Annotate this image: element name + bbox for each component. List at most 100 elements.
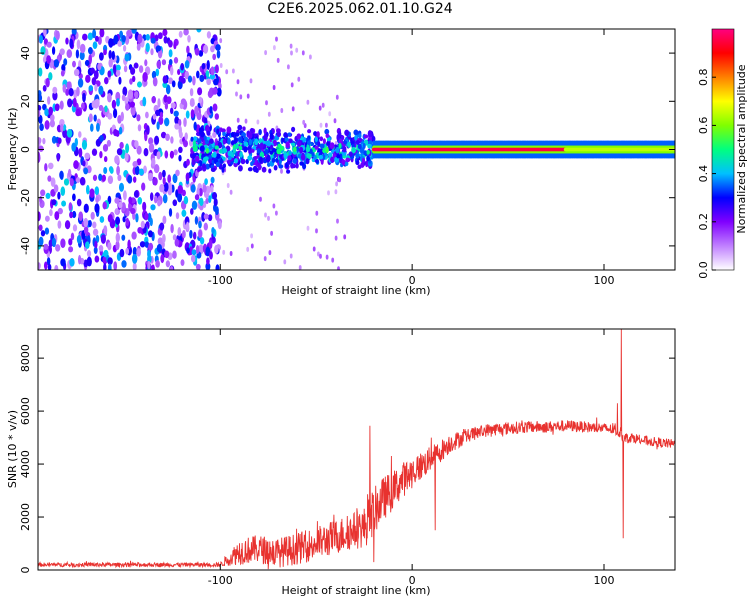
spectrogram-cell: [209, 138, 214, 144]
spectrogram-cell: [38, 114, 43, 124]
spectrogram-cell: [67, 168, 72, 178]
spectrogram-cell: [122, 190, 127, 201]
spectrogram-cell: [265, 100, 268, 106]
colorbar-tick: 0.0: [697, 261, 716, 279]
spectrogram-y-tick: -40: [19, 237, 675, 255]
spectrogram-cell: [186, 247, 190, 254]
spectrogram-cell: [204, 178, 208, 185]
spectrogram-cell: [205, 262, 211, 270]
spectrogram-cell: [161, 59, 167, 66]
spectrogram-cell: [210, 185, 214, 194]
spectrogram-cell: [51, 135, 57, 144]
spectrogram-cell: [196, 70, 200, 79]
spectrogram-cell: [162, 29, 168, 37]
spectrogram-cell: [107, 257, 113, 265]
spectrogram-cell: [151, 70, 157, 79]
spectrogram-cell: [125, 143, 130, 154]
spectrogram-cell: [169, 66, 174, 76]
spectrogram-cell: [165, 133, 170, 142]
spectrogram-cell: [329, 142, 335, 150]
spectrogram-cell: [199, 197, 204, 207]
spectrogram-cell: [215, 161, 221, 168]
spectrogram-cell: [365, 160, 369, 168]
spectrogram-cell: [134, 140, 139, 149]
spectrogram-cell: [88, 220, 92, 228]
spectrogram-cell: [84, 152, 90, 160]
spectrogram-cell: [38, 211, 41, 222]
spectrogram-cell: [51, 199, 57, 206]
spectrogram-cell: [209, 251, 213, 260]
spectrogram-cell: [201, 62, 206, 70]
spectrogram-cell: [156, 60, 161, 69]
spectrogram-cell: [162, 215, 167, 225]
spectrogram-cell: [345, 157, 351, 163]
spectrogram-cell: [152, 113, 157, 120]
spectrogram-cell: [317, 251, 320, 257]
spectrogram-cell: [172, 199, 178, 207]
spectrogram-cell: [317, 141, 321, 147]
spectrogram-cell: [60, 258, 66, 267]
spectrogram-cell: [190, 254, 196, 263]
snr-x-tick: 0: [409, 329, 416, 587]
spectrogram-cell: [222, 138, 227, 145]
spectrogram-cell: [196, 138, 202, 144]
spectrogram-cell: [136, 114, 141, 122]
spectrogram-cell: [185, 172, 190, 182]
spectrogram-cell: [49, 119, 55, 128]
spectrogram-cell: [107, 112, 113, 120]
spectrogram-cell: [59, 48, 65, 56]
spectrogram-cell: [111, 99, 117, 109]
spectrogram-cell: [254, 138, 259, 146]
spectrogram-cell: [348, 151, 353, 157]
spectrogram-cell: [38, 224, 43, 231]
spectrogram-cell: [169, 150, 174, 159]
spectrogram-cell: [68, 88, 74, 97]
spectrogram-cell: [53, 59, 60, 68]
spectrogram-cell: [203, 44, 209, 54]
spectrogram-cell: [51, 46, 56, 55]
spectrogram-cell: [39, 123, 44, 132]
spectrogram-cell: [142, 201, 147, 212]
spectrogram-cell: [276, 57, 280, 63]
spectrogram-cell: [230, 131, 235, 138]
spectrogram-y-ticks: -40 -20 0 20 40: [19, 46, 675, 255]
spectrogram-cell: [219, 158, 224, 164]
spectrogram-cell: [47, 263, 52, 270]
spectrogram-cell: [344, 129, 350, 136]
spectrogram-cell: [371, 135, 376, 142]
spectrogram-cell: [38, 104, 42, 112]
spectrogram-cell: [318, 154, 324, 160]
spectrogram-cell: [250, 243, 254, 249]
spectrogram-cell: [79, 43, 86, 54]
spectrogram-cell: [131, 29, 137, 34]
spectrogram-cell: [44, 108, 49, 117]
spectrogram-cell: [78, 211, 84, 222]
spectrogram-cell: [347, 141, 352, 149]
spectrogram-cell: [72, 60, 76, 68]
spectrogram-cell: [112, 64, 117, 74]
colorbar-tick-label: 0.2: [697, 213, 710, 231]
spectrogram-cell: [258, 156, 263, 164]
spectrogram-cell: [98, 85, 104, 96]
spectrogram-cell: [144, 241, 150, 248]
spectrogram-cell: [83, 217, 89, 228]
spectrogram-cell: [116, 165, 121, 176]
spectrogram-cell: [237, 165, 243, 172]
spectrogram-cell: [131, 231, 137, 240]
spectrogram-cell: [312, 246, 316, 252]
spectrogram-cell: [87, 47, 93, 55]
snr-y-tick: 4000: [19, 450, 675, 478]
spectrogram-cell: [103, 156, 108, 163]
spectrogram-cell: [287, 132, 292, 137]
spectrogram-cell: [150, 204, 156, 211]
snr-x-axis-label: Height of straight line (km): [281, 584, 430, 597]
spectrogram-cell: [325, 146, 329, 154]
spectrogram-cell: [290, 50, 293, 56]
spectrogram-cell: [246, 246, 250, 252]
spectrogram-cell: [162, 233, 166, 243]
spectrogram-cell: [145, 34, 150, 41]
spectrogram-cell: [301, 50, 305, 56]
spectrogram-cell: [82, 160, 86, 167]
spectrogram-y-tick-label: -20: [19, 189, 32, 207]
spectrogram-cell: [222, 163, 227, 168]
